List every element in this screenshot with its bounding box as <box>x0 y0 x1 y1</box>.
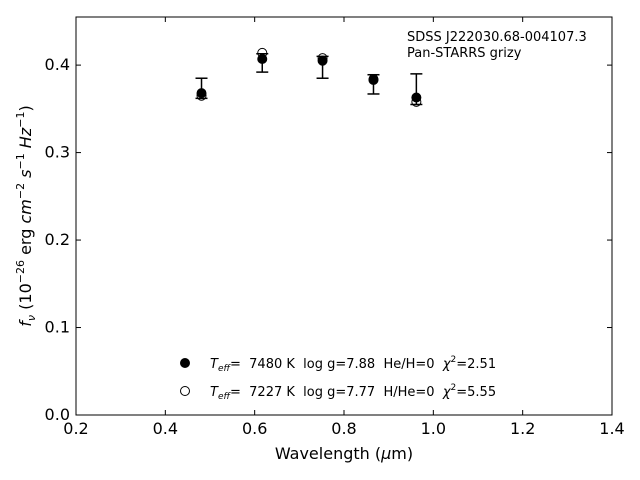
annotation-object-name: SDSS J222030.68-004107.3 <box>407 30 587 45</box>
x-axis-label: Wavelength (μm) <box>275 444 413 463</box>
legend-marker-filled <box>180 358 190 368</box>
model-point-filled <box>196 88 207 99</box>
legend-entry-1: Teff= 7480 K log g=7.88 He/H=0 χ2=2.51 <box>210 355 496 374</box>
x-axis-ticks: 0.2 0.4 0.6 0.8 1.0 1.2 1.4 <box>63 17 625 438</box>
x-tick-label: 1.2 <box>510 419 535 438</box>
x-tick-label: 1.4 <box>599 419 624 438</box>
y-tick-label: 0.3 <box>45 143 70 162</box>
x-tick-label: 1.0 <box>421 419 446 438</box>
y-tick-label: 0.4 <box>45 55 70 74</box>
x-tick-label: 0.6 <box>242 419 267 438</box>
y-tick-label: 0.0 <box>45 405 70 424</box>
x-tick-label: 0.2 <box>63 419 88 438</box>
y-tick-label: 0.1 <box>45 318 70 337</box>
y-tick-label: 0.2 <box>45 230 70 249</box>
legend: Teff= 7480 K log g=7.88 He/H=0 χ2=2.51 T… <box>180 355 496 402</box>
x-tick-label: 0.4 <box>153 419 178 438</box>
plot-frame <box>75 16 613 416</box>
annotation-survey: Pan-STARRS grizy <box>407 46 522 61</box>
y-axis-label: fν (10−26 erg cm−2 s−1 Hz−1) <box>14 105 38 326</box>
x-tick-label: 0.8 <box>331 419 356 438</box>
model-point-filled <box>368 74 379 85</box>
y-axis-ticks: 0.0 0.1 0.2 0.3 0.4 <box>45 55 612 424</box>
model-points <box>196 47 422 107</box>
model-point-filled <box>411 92 422 103</box>
observed-errorbars <box>195 52 423 106</box>
legend-entry-2: Teff= 7227 K log g=7.77 H/He=0 χ2=5.55 <box>210 383 496 402</box>
model-point-filled <box>317 55 328 66</box>
model-point-filled <box>257 53 268 64</box>
legend-marker-open <box>180 386 190 396</box>
